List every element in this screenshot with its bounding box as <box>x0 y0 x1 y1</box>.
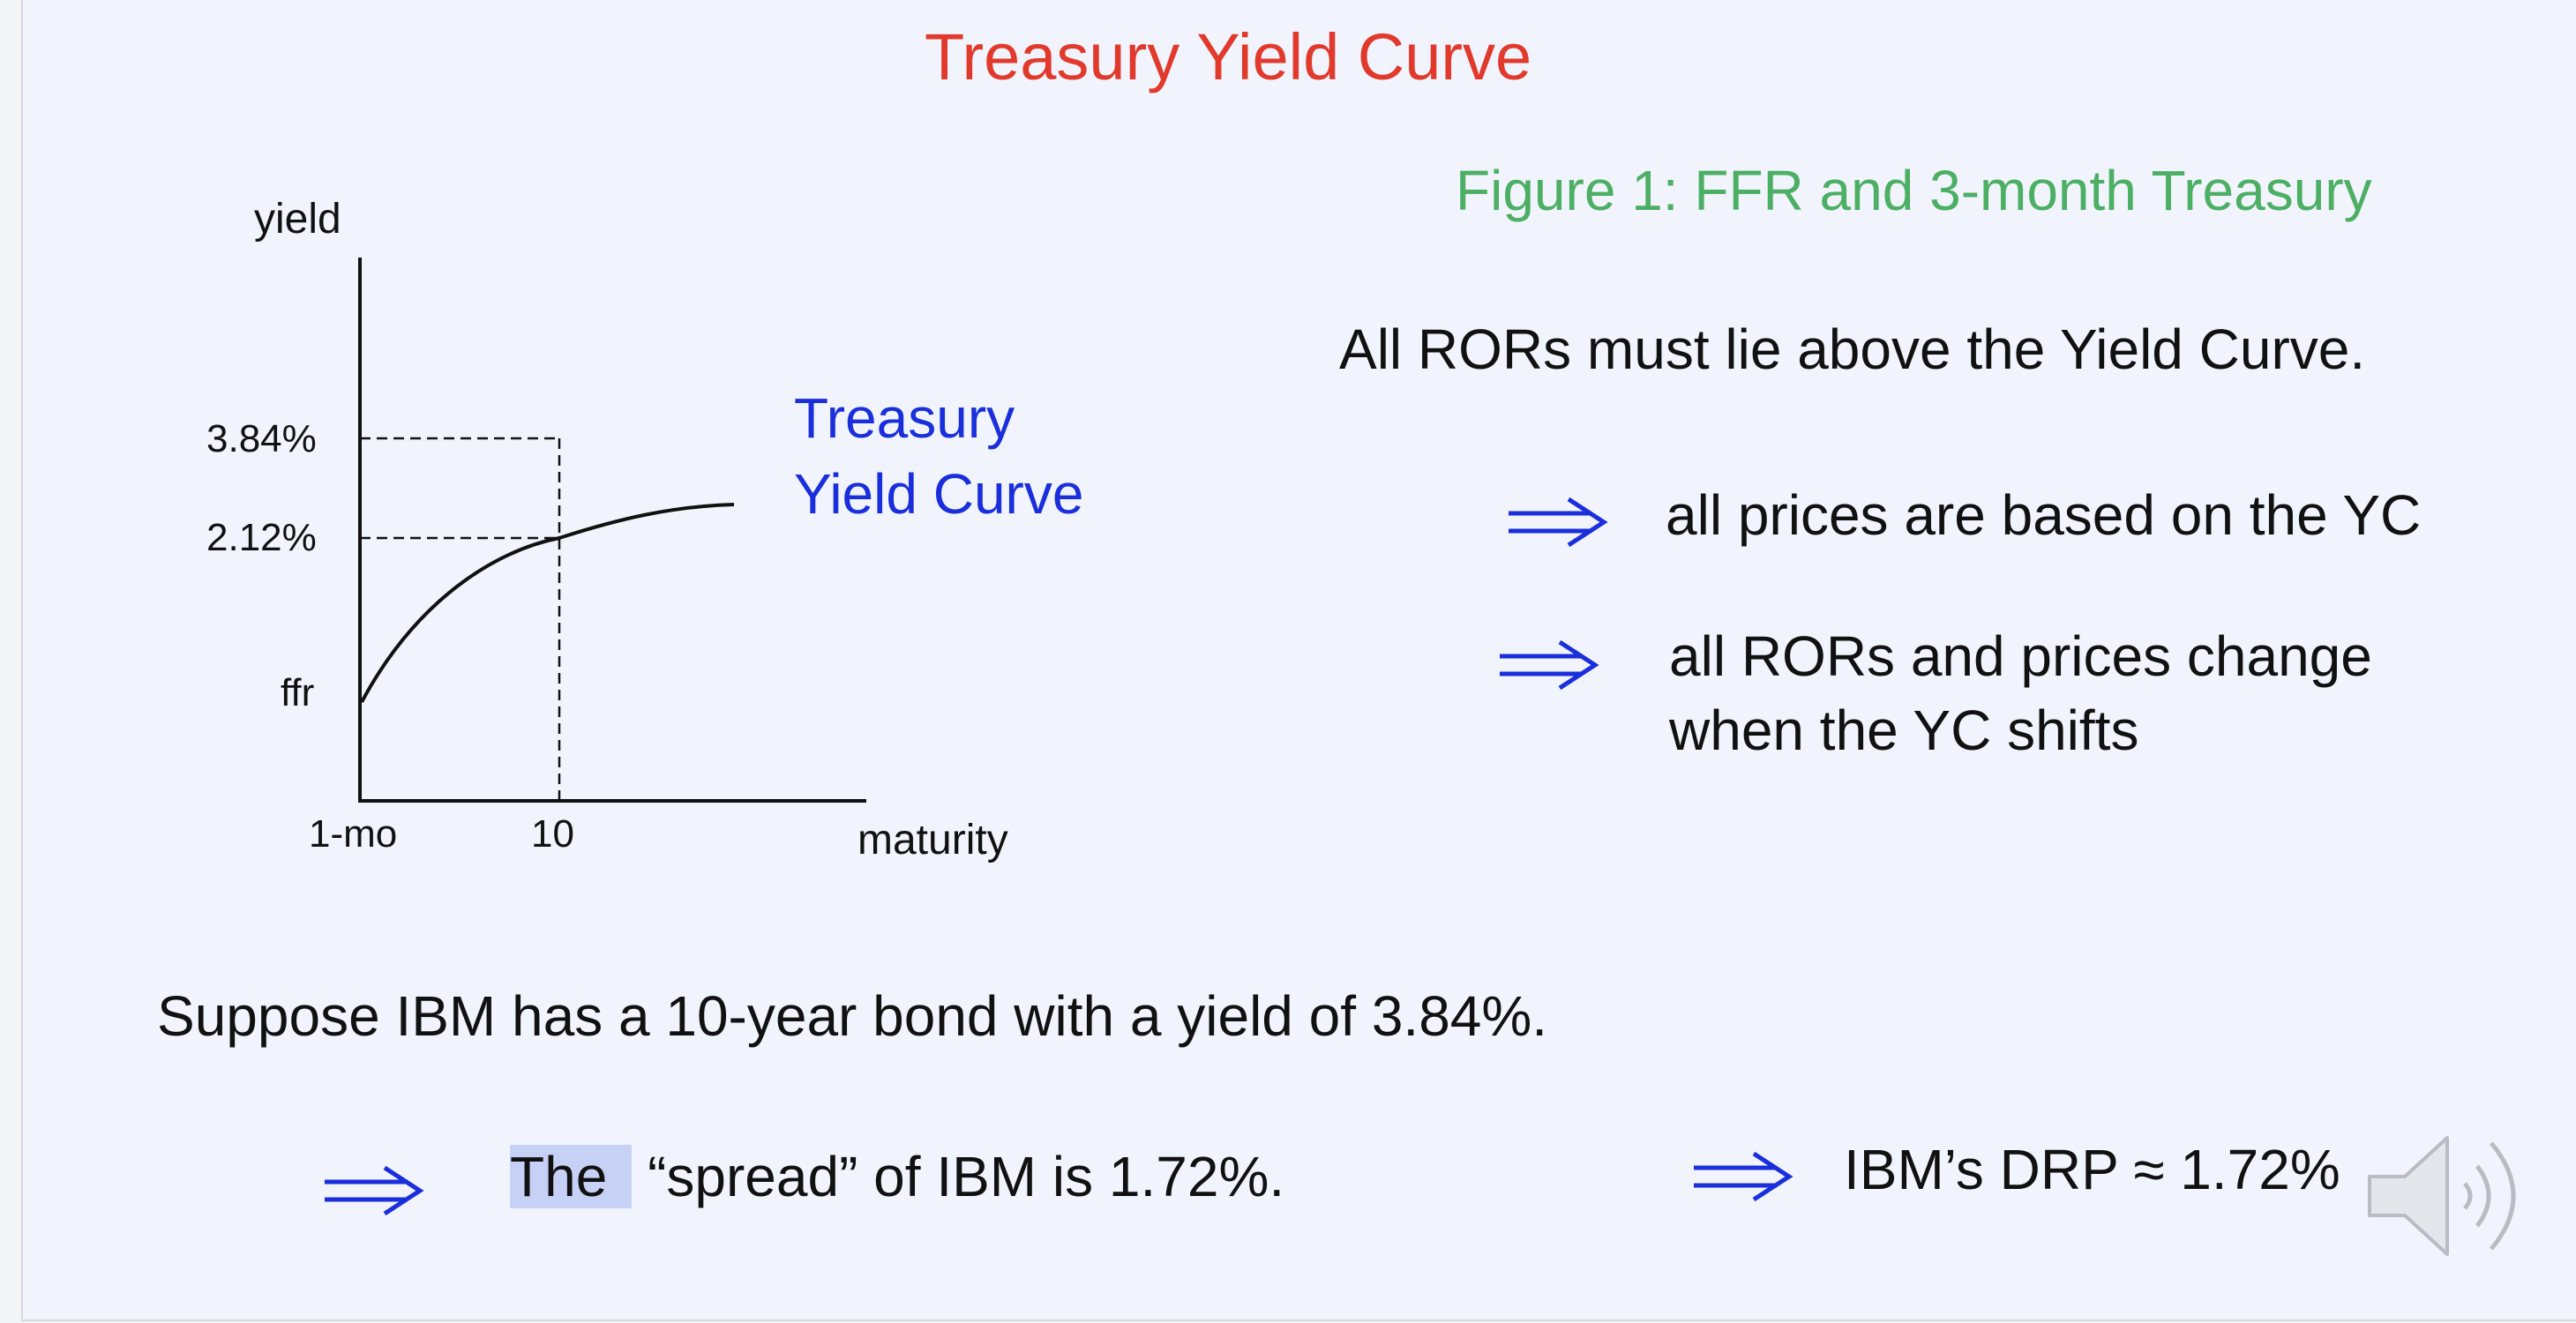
implication-change-line2: when the YC shifts <box>1669 699 2139 762</box>
implies-arrow-icon <box>1694 1151 1793 1202</box>
yield-curve-chart: yield maturity 3.84% 2.12% ffr 1-mo 10 T… <box>206 196 1083 863</box>
text-selection-highlight[interactable]: The <box>510 1145 633 1208</box>
treasury-yield-curve <box>360 503 735 703</box>
slide-title: Treasury Yield Curve <box>925 20 1532 93</box>
spread-text: “spread” of IBM is 1.72%. <box>632 1145 1285 1208</box>
x-tick-label-10: 10 <box>531 812 574 856</box>
ror-statement: All RORs must lie above the Yield Curve. <box>1339 318 2366 381</box>
implication-change-line1: all RORs and prices change <box>1669 624 2372 688</box>
y-axis-label: yield <box>254 196 341 243</box>
curve-label-line1: Treasury <box>794 386 1015 450</box>
y-tick-label-2-12: 2.12% <box>206 516 317 559</box>
figure-caption: Figure 1: FFR and 3-month Treasury <box>1456 159 2372 222</box>
ibm-drp-statement: IBM’s DRP ≈ 1.72% <box>1844 1138 2340 1201</box>
slide: Treasury Yield Curve Figure 1: FFR and 3… <box>21 0 2576 1321</box>
implication-prices: all prices are based on the YC <box>1666 483 2422 547</box>
implies-arrow-icon <box>325 1165 424 1216</box>
spread-statement: The “spread” of IBM is 1.72%. <box>510 1145 1284 1210</box>
y-tick-label-ffr: ffr <box>281 671 314 714</box>
x-tick-label-1-mo: 1-mo <box>309 812 397 856</box>
x-axis-label: maturity <box>857 817 1008 863</box>
y-tick-label-3-84: 3.84% <box>206 417 317 460</box>
curve-label-line2: Yield Curve <box>794 462 1083 526</box>
ibm-example: Suppose IBM has a 10-year bond with a yi… <box>157 984 1548 1048</box>
implies-arrow-icon <box>1500 639 1599 691</box>
speaker-icon[interactable] <box>2363 1125 2535 1267</box>
implies-arrow-icon <box>1509 497 1608 548</box>
